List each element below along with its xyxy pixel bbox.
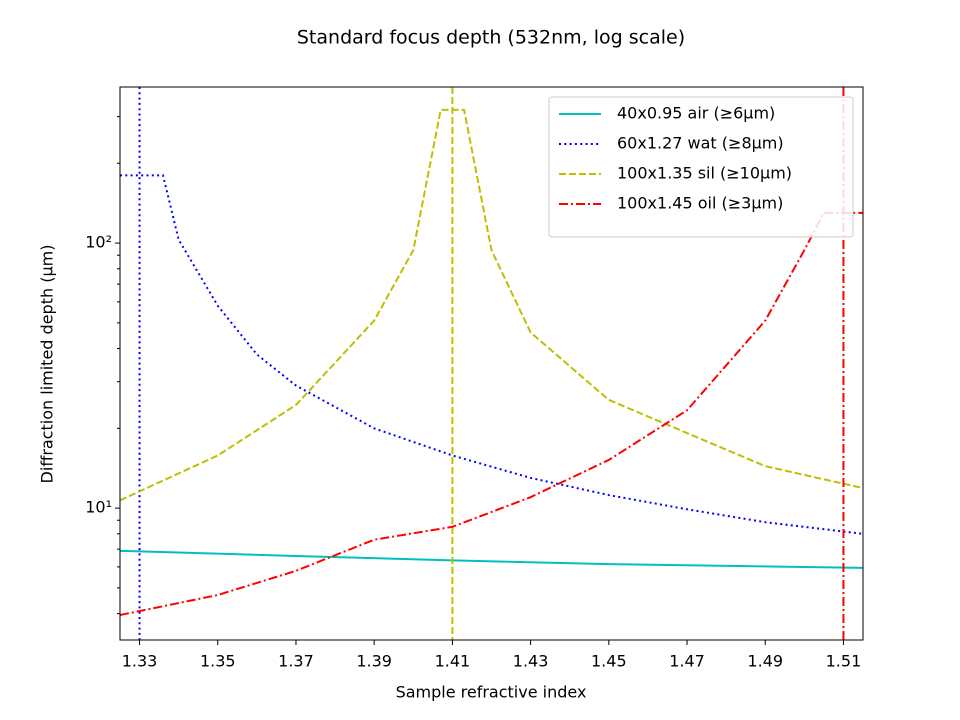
y-axis-label: Diffraction limited depth (μm) bbox=[38, 245, 57, 484]
series-line bbox=[120, 108, 863, 502]
x-tick-label: 1.47 bbox=[669, 652, 705, 671]
x-tick-label: 1.45 bbox=[591, 652, 627, 671]
y-tick-label: 10¹ bbox=[85, 498, 112, 517]
x-tick-label: 1.49 bbox=[747, 652, 783, 671]
x-tick-label: 1.39 bbox=[356, 652, 392, 671]
legend-label: 100x1.45 oil (≥3μm) bbox=[617, 194, 783, 213]
series-line bbox=[120, 174, 863, 535]
series-line bbox=[120, 549, 863, 569]
chart-title: Standard focus depth (532nm, log scale) bbox=[297, 27, 685, 49]
x-tick-label: 1.43 bbox=[513, 652, 549, 671]
y-tick-label: 10² bbox=[85, 233, 112, 252]
legend-box bbox=[548, 96, 854, 238]
x-tick-label: 1.35 bbox=[200, 652, 236, 671]
x-axis-label: Sample refractive index bbox=[396, 683, 587, 702]
legend-label: 60x1.27 wat (≥8μm) bbox=[617, 134, 784, 153]
x-tick-label: 1.51 bbox=[826, 652, 862, 671]
series-line bbox=[120, 211, 863, 617]
x-tick-label: 1.41 bbox=[435, 652, 471, 671]
legend-label: 100x1.35 sil (≥10μm) bbox=[617, 164, 792, 183]
axes-frame bbox=[119, 86, 864, 641]
x-tick-label: 1.33 bbox=[122, 652, 158, 671]
x-tick-label: 1.37 bbox=[278, 652, 314, 671]
legend-label: 40x0.95 air (≥6μm) bbox=[617, 104, 775, 123]
